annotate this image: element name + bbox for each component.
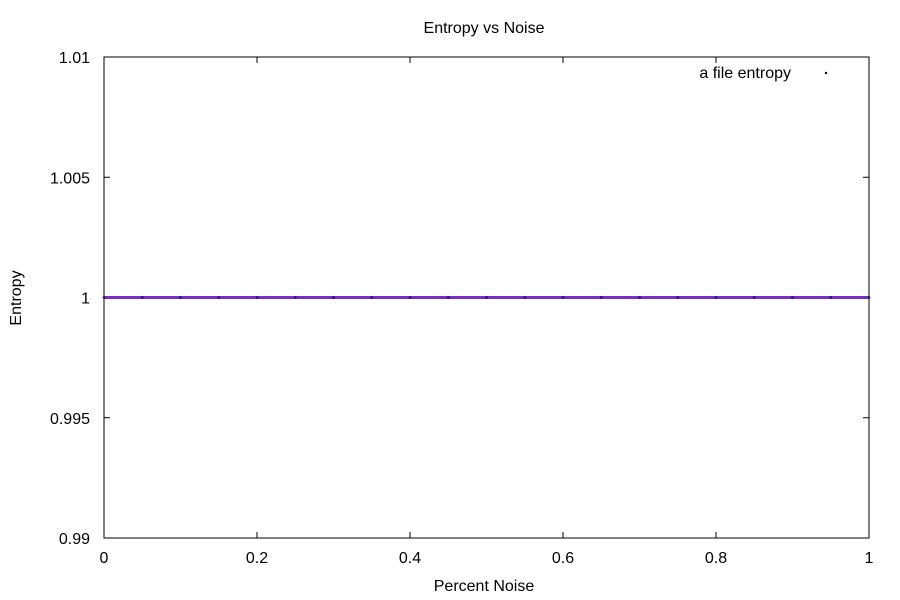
data-point: [791, 296, 794, 299]
data-point: [676, 296, 680, 299]
y-tick-label: 1.01: [59, 50, 90, 67]
data-point: [255, 296, 259, 299]
data-point: [179, 296, 182, 299]
data-point: [829, 296, 833, 299]
x-tick-label: 0.8: [705, 550, 727, 567]
x-axis: 0 0.2 0.4 0.6 0.8 1: [100, 57, 874, 567]
legend: a file entropy: [699, 65, 828, 82]
y-axis-label: Entropy: [8, 270, 25, 325]
data-point: [217, 296, 221, 299]
data-point: [140, 296, 144, 299]
data-point: [293, 296, 297, 299]
x-tick-label: 0.4: [399, 550, 421, 567]
data-point: [485, 296, 488, 299]
data-point: [638, 296, 641, 299]
legend-label: a file entropy: [699, 65, 791, 82]
chart-title: Entropy vs Noise: [424, 20, 545, 37]
data-point: [102, 296, 106, 299]
y-axis: 0.99 0.995 1 1.005 1.01: [50, 50, 869, 548]
y-tick-label: 1.005: [50, 170, 90, 187]
x-tick-label: 1: [865, 550, 874, 567]
y-tick-label: 0.99: [59, 531, 90, 548]
x-tick-label: 0: [100, 550, 109, 567]
data-point: [523, 296, 527, 299]
data-point: [714, 296, 718, 299]
data-point: [408, 296, 412, 299]
x-axis-label: Percent Noise: [434, 578, 535, 595]
data-point: [561, 296, 565, 299]
series-layer: [102, 296, 871, 299]
x-tick-label: 0.6: [552, 550, 574, 567]
data-point: [867, 296, 871, 299]
x-tick-label: 0.2: [246, 550, 268, 567]
y-tick-label: 0.995: [50, 411, 90, 428]
data-point: [599, 296, 603, 299]
data-point: [446, 296, 450, 299]
data-point: [370, 296, 374, 299]
data-point: [752, 296, 756, 299]
legend-marker: [824, 71, 828, 75]
data-point: [332, 296, 335, 299]
y-tick-label: 1: [81, 291, 90, 308]
